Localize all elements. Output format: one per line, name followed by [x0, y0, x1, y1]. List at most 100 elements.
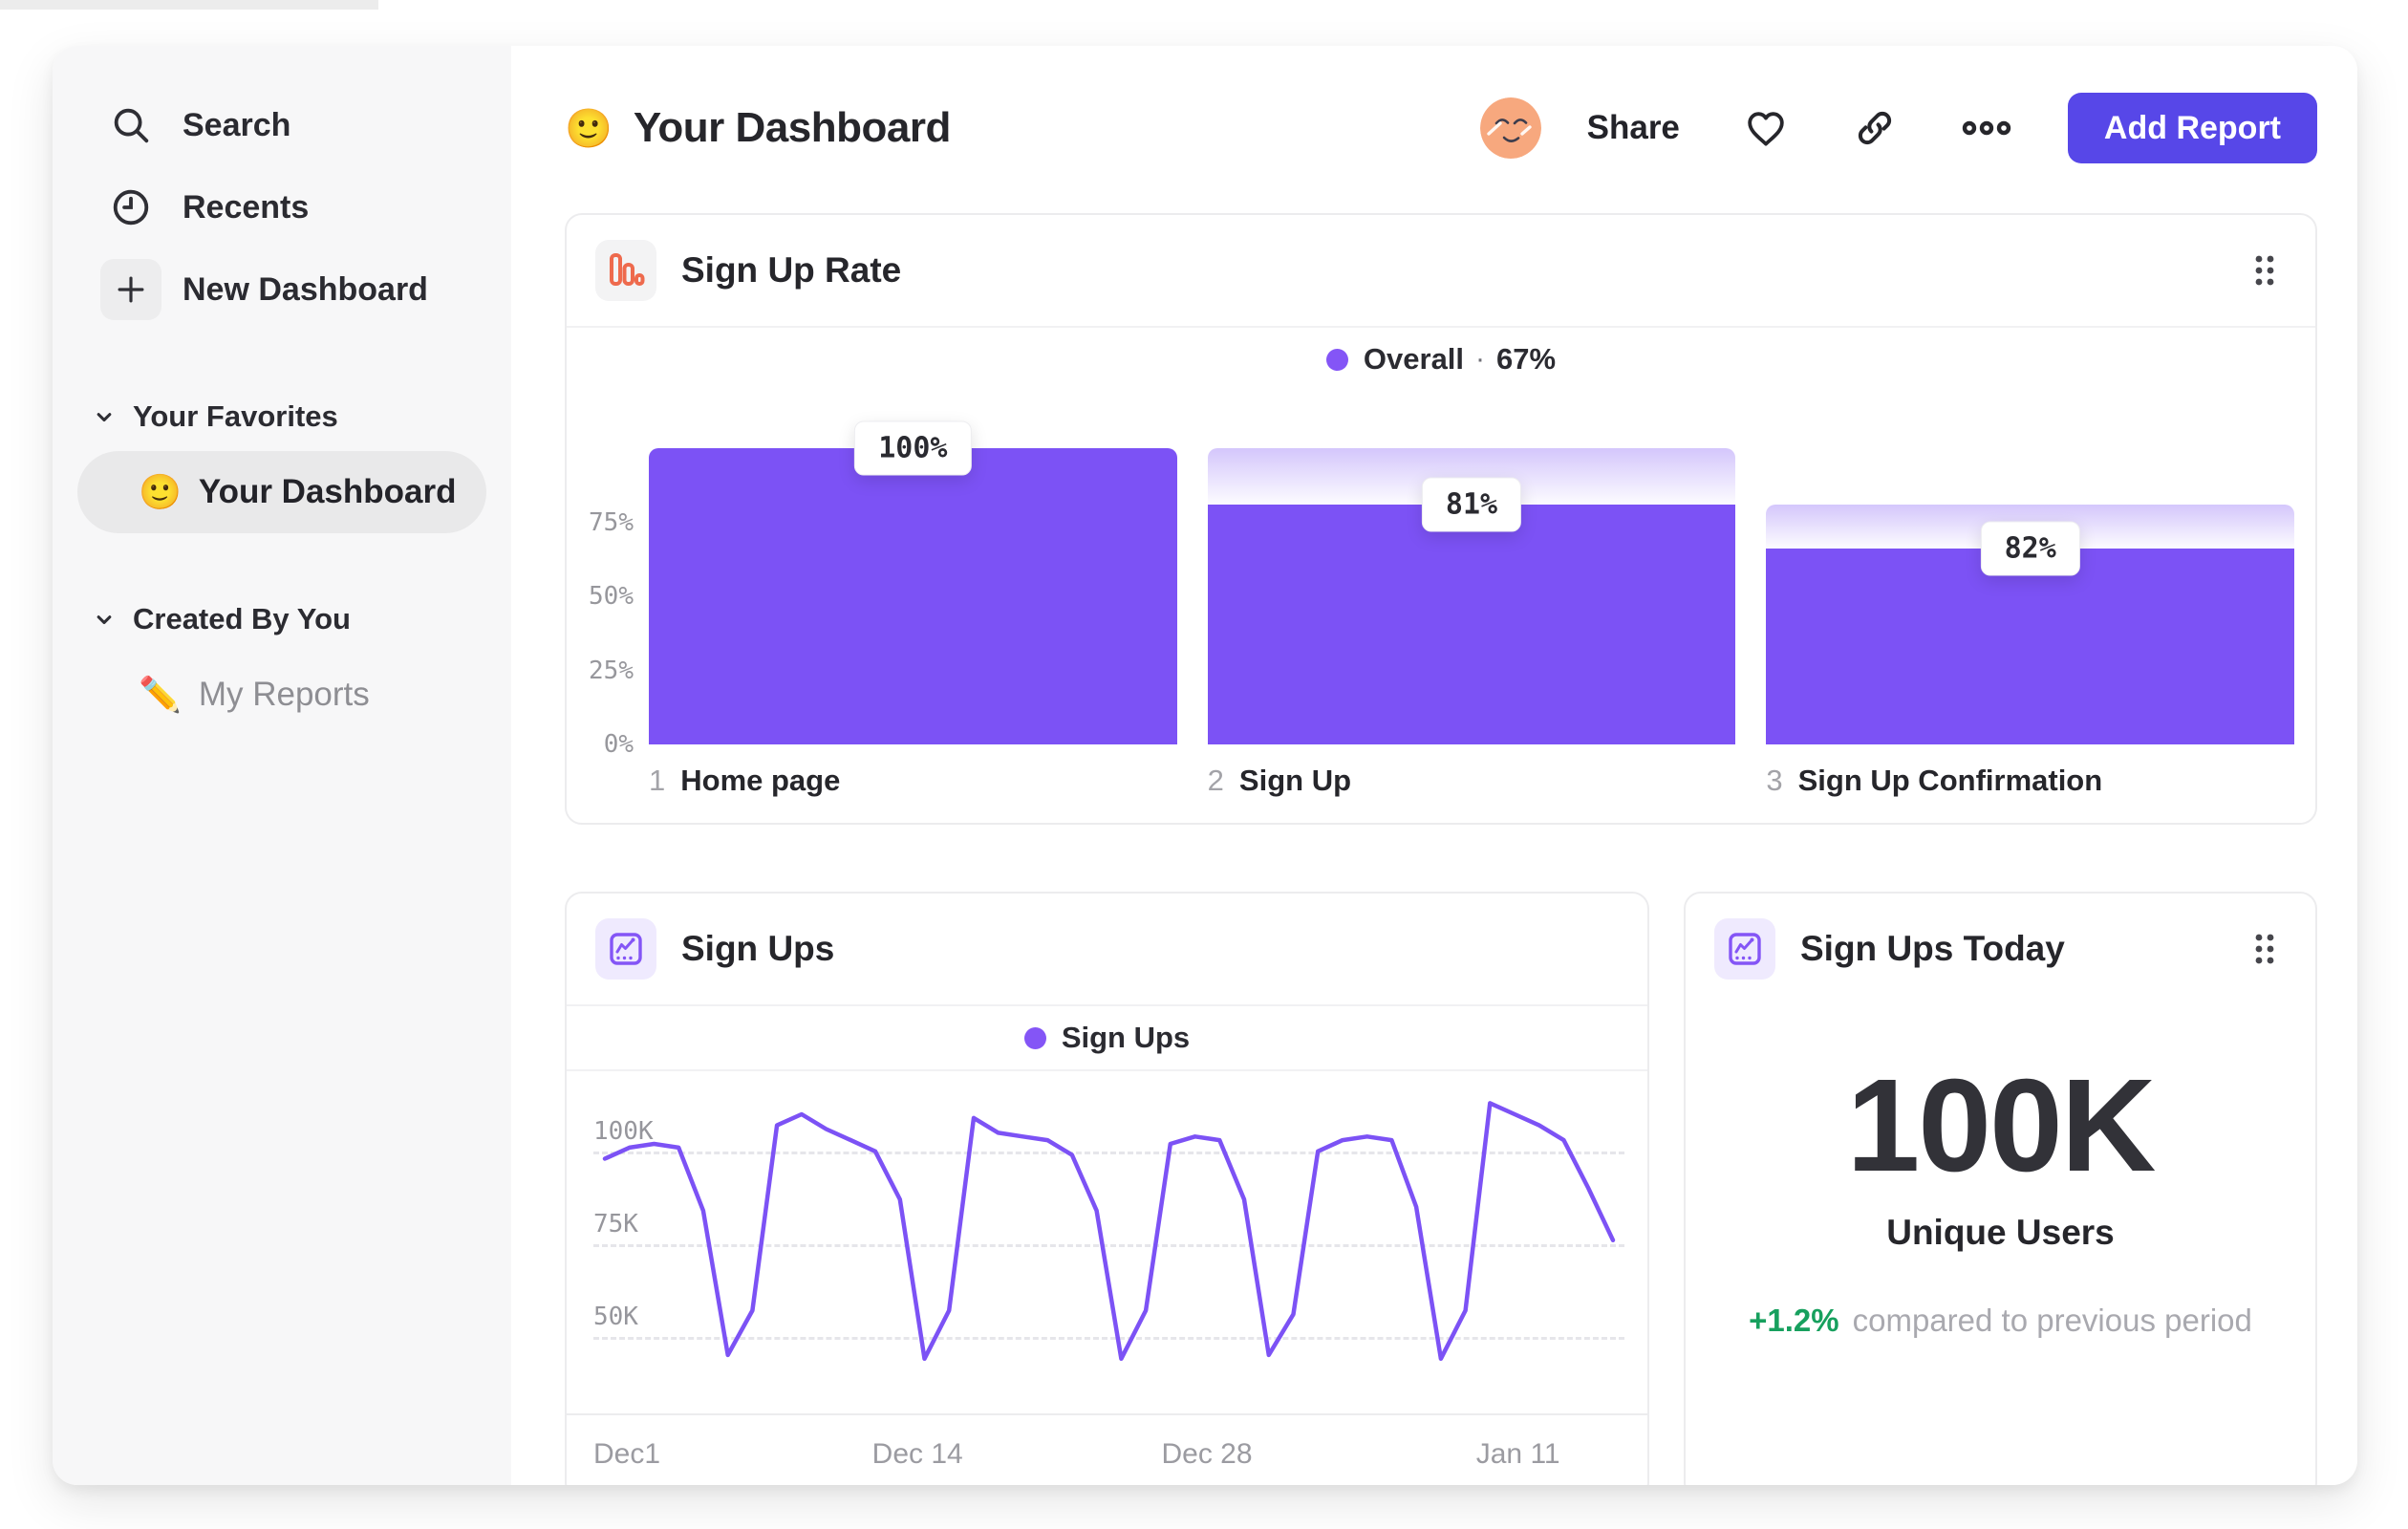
card-title: Sign Ups Today	[1800, 929, 2065, 968]
drag-handle-icon[interactable]	[2243, 922, 2287, 976]
line-gridline	[593, 1336, 1624, 1340]
chevron-down-icon	[91, 403, 119, 430]
stat-delta-caption: compared to previous period	[1852, 1302, 2252, 1338]
funnel-step-number: 1	[649, 764, 666, 797]
sidebar-item-search[interactable]: Search	[77, 84, 486, 166]
more-options-icon[interactable]	[1961, 105, 2012, 151]
funnel-step-label: 3 Sign Up Confirmation	[1766, 764, 2294, 798]
sidebar-item-recents[interactable]: Recents	[77, 166, 486, 248]
sidebar-item-label: Search	[183, 106, 291, 143]
user-avatar[interactable]	[1479, 97, 1541, 159]
sidebar-item-my-reports[interactable]: ✏️ My Reports	[77, 654, 486, 736]
plus-icon	[100, 259, 161, 320]
line-y-tick: 50K	[593, 1302, 638, 1331]
legend-dot	[1325, 348, 1348, 371]
line-gridline	[593, 1151, 1624, 1154]
legend-dot	[1023, 1026, 1046, 1049]
page-title: Your Dashboard	[633, 104, 952, 151]
sidebar: Search Recents New Dashboard Your Favori…	[53, 46, 511, 1485]
funnel-step-name: Sign Up	[1238, 764, 1352, 797]
stat-delta-badge: +1.2%	[1749, 1302, 1839, 1338]
dashboard-emoji: 🙂	[139, 472, 182, 511]
line-chart-icon	[595, 918, 656, 980]
line-y-tick: 100K	[593, 1116, 654, 1146]
funnel-step-labels: 1 Home page 2 Sign Up 3 Sign Up Confirmation	[649, 744, 2315, 823]
search-icon	[100, 95, 161, 156]
funnel-bar-fill	[1207, 504, 1736, 744]
copy-link-icon[interactable]	[1852, 105, 1898, 151]
funnel-bar-step-3[interactable]: 82%	[1766, 448, 2295, 744]
funnel-legend: Overall · 67%	[567, 328, 2315, 391]
line-x-axis: Dec1 Dec 14 Dec 28 Jan 11	[567, 1413, 1647, 1485]
line-x-tick: Jan 11	[1475, 1438, 1560, 1470]
chevron-down-icon	[91, 606, 119, 633]
card-header-divider	[567, 326, 2315, 328]
sidebar-item-label: Your Dashboard	[198, 473, 457, 510]
stat-value: 100K	[1846, 1052, 2157, 1199]
funnel-step-number: 3	[1766, 764, 1783, 797]
funnel-bar-fill	[649, 448, 1177, 744]
card-title: Sign Ups	[681, 929, 835, 968]
funnel-tooltip: 82%	[1980, 521, 2080, 576]
legend-divider	[567, 1069, 1647, 1071]
browser-tab-remnant	[0, 0, 378, 10]
favorite-heart-icon[interactable]	[1743, 105, 1789, 151]
funnel-y-tick: 50%	[589, 582, 634, 611]
funnel-y-axis: 75% 50% 25% 0%	[567, 448, 649, 760]
funnel-step-name: Home page	[680, 764, 841, 797]
line-y-tick: 75K	[593, 1209, 638, 1238]
funnel-step-number: 2	[1207, 764, 1224, 797]
card-title: Sign Up Rate	[681, 250, 902, 290]
add-report-button[interactable]: Add Report	[2067, 93, 2317, 163]
sign-ups-today-card: Sign Ups Today 100K Unique Users +1.2% co…	[1684, 892, 2317, 1485]
line-x-tick: Dec 14	[871, 1438, 963, 1470]
section-label: Created By You	[133, 602, 351, 635]
section-label: Your Favorites	[133, 399, 338, 433]
pencil-emoji: ✏️	[139, 675, 182, 714]
drag-handle-icon[interactable]	[2243, 244, 2287, 297]
funnel-tooltip: 100%	[854, 420, 972, 476]
legend-separator: ·	[1475, 343, 1486, 375]
legend-value: 67%	[1496, 342, 1557, 376]
funnel-step-label: 2 Sign Up	[1208, 764, 1736, 798]
line-x-tick: Dec 28	[1161, 1438, 1253, 1470]
sidebar-item-label: New Dashboard	[183, 270, 428, 308]
funnel-y-tick: 25%	[589, 656, 634, 685]
clock-icon	[100, 177, 161, 238]
sidebar-section-favorites: Your Favorites 🙂 Your Dashboard	[77, 390, 486, 533]
dashboard-emoji: 🙂	[565, 107, 613, 150]
funnel-plot: 75% 50% 25% 0% 100% 81% 82%	[567, 391, 2315, 760]
sidebar-section-created-by-you: Created By You ✏️ My Reports	[77, 592, 486, 736]
sign-ups-card: Sign Ups Sign Ups 100K 75K 50K Dec1 Dec 14 D…	[565, 892, 1649, 1485]
funnel-y-tick: 0%	[603, 730, 634, 759]
created-by-you-section-toggle[interactable]: Created By You	[77, 592, 486, 646]
funnel-step-label: 1 Home page	[649, 764, 1177, 798]
app-window: Search Recents New Dashboard Your Favori…	[53, 46, 2357, 1485]
sidebar-item-your-dashboard[interactable]: 🙂 Your Dashboard	[77, 451, 486, 533]
funnel-y-tick: 75%	[589, 507, 634, 537]
line-legend: Sign Ups	[567, 1006, 1647, 1069]
share-button[interactable]: Share	[1586, 109, 1680, 146]
funnel-chart-icon	[595, 240, 656, 301]
line-x-tick: Dec1	[593, 1438, 661, 1470]
funnel-tooltip: 81%	[1421, 477, 1522, 532]
legend-label: Overall	[1363, 342, 1465, 376]
line-gridline	[593, 1243, 1624, 1247]
funnel-bar-step-1[interactable]: 100%	[649, 420, 1177, 744]
main-content: 🙂 Your Dashboard Share	[511, 46, 2357, 1485]
sign-up-rate-card: Sign Up Rate Overall · 67% 75% 50% 25% 0% 1…	[565, 213, 2317, 825]
funnel-bar-step-2[interactable]: 81%	[1207, 448, 1736, 744]
dashboard-header: 🙂 Your Dashboard Share	[565, 46, 2317, 197]
line-plot: 100K 75K 50K	[593, 1085, 1624, 1381]
stat-body: 100K Unique Users +1.2% compared to previ…	[1686, 1004, 2315, 1339]
funnel-bar-fill	[1766, 549, 2295, 744]
funnel-plot-bars: 100% 81% 82%	[649, 420, 2295, 744]
line-series-sign-ups[interactable]	[602, 1101, 1616, 1362]
funnel-step-name: Sign Up Confirmation	[1797, 764, 2103, 797]
sidebar-item-label: Recents	[183, 188, 310, 226]
line-chart-icon	[1714, 918, 1775, 980]
favorites-section-toggle[interactable]: Your Favorites	[77, 390, 486, 443]
stat-unit-label: Unique Users	[1886, 1212, 2115, 1252]
sidebar-item-new-dashboard[interactable]: New Dashboard	[77, 248, 486, 331]
card-header-divider	[567, 1004, 1647, 1006]
